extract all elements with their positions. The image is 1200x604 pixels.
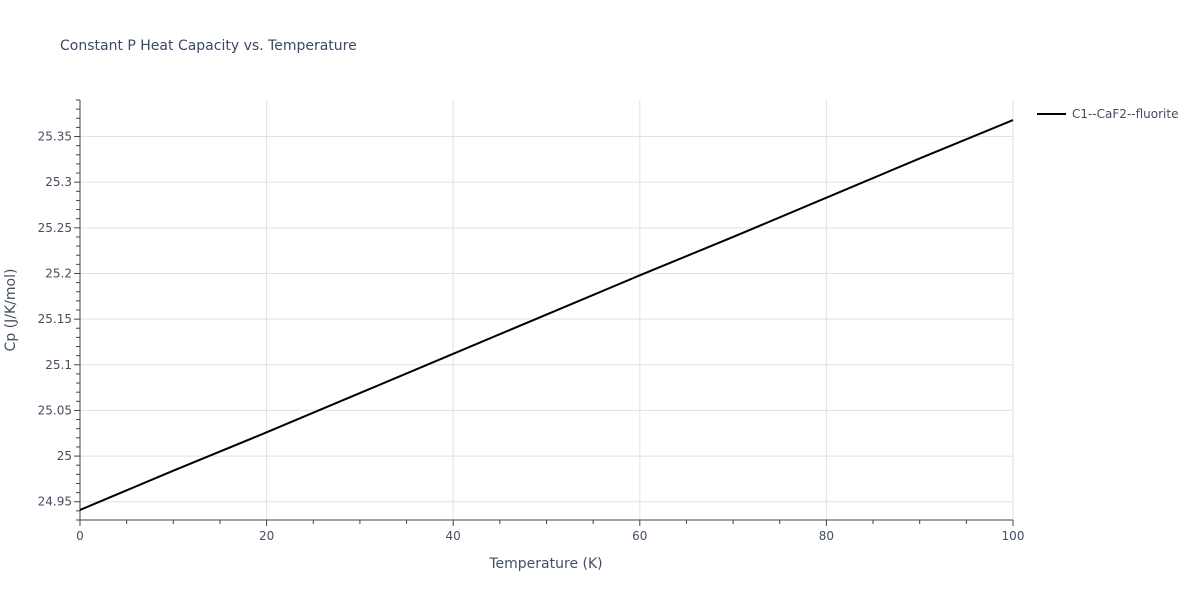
- series-layer: [79, 119, 1014, 511]
- x-tick-label: 0: [76, 529, 84, 543]
- x-tick-label: 100: [1002, 529, 1025, 543]
- y-tick-label: 25.05: [38, 403, 72, 417]
- y-tick-label: 25.15: [38, 312, 72, 326]
- y-tick-label: 25.1: [45, 358, 72, 372]
- y-axis-title: Cp (J/K/mol): [3, 269, 19, 352]
- x-axis-title: Temperature (K): [488, 556, 602, 572]
- x-tick-label: 80: [819, 529, 834, 543]
- y-tick-label: 24.95: [38, 495, 72, 509]
- x-tick-label: 20: [259, 529, 274, 543]
- series-line: [79, 119, 1014, 511]
- chart-title: Constant P Heat Capacity vs. Temperature: [60, 38, 357, 54]
- legend-label: C1--CaF2--fluorite: [1072, 107, 1178, 121]
- y-tick-label: 25.3: [45, 175, 72, 189]
- y-tick-label: 25: [57, 449, 72, 463]
- legend[interactable]: C1--CaF2--fluorite: [1037, 107, 1178, 121]
- y-tick-label: 25.2: [45, 266, 72, 280]
- x-tick-label: 60: [632, 529, 647, 543]
- y-tick-label: 25.25: [38, 221, 72, 235]
- axis-layer: 0 20 40 60 80 100 24.95 25 25.05 25.1 25.15 25.2 25.…: [38, 99, 1025, 543]
- x-tick-label: 40: [446, 529, 461, 543]
- grid-layer: [80, 100, 1014, 520]
- y-tick-label: 25.35: [38, 130, 72, 144]
